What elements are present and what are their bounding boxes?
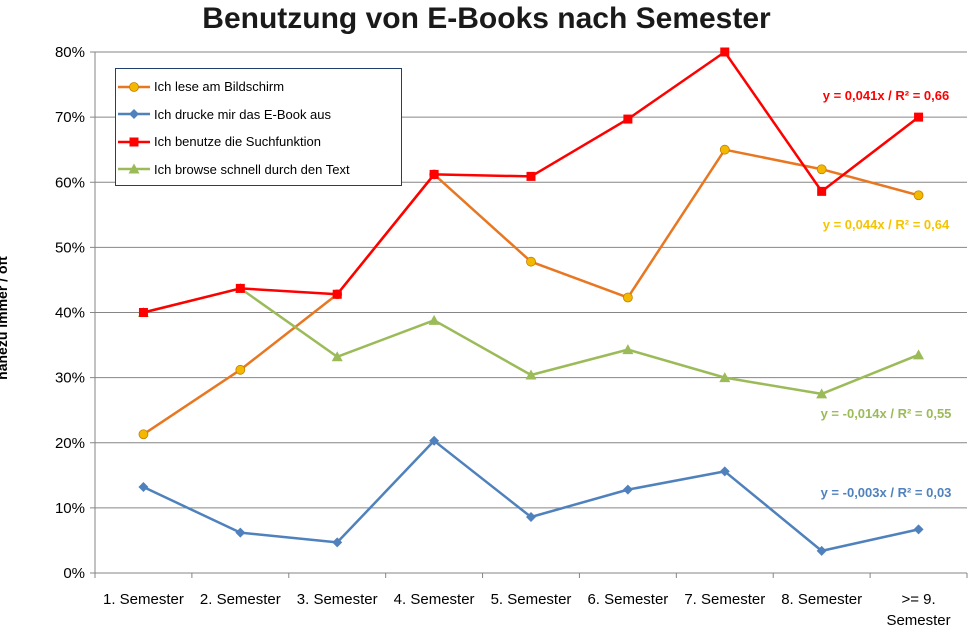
- y-tick-label: 20%: [55, 435, 85, 452]
- series-line: [142, 439, 919, 553]
- legend-label: Ich browse schnell durch den Text: [154, 161, 350, 177]
- x-tick-label-line: Semester: [886, 612, 950, 629]
- y-tick-label: 30%: [55, 370, 85, 387]
- series-1: [138, 144, 924, 440]
- x-tick-label: 5. Semester: [491, 591, 572, 608]
- x-tick-label: 1. Semester: [103, 591, 184, 608]
- data-point: [429, 435, 440, 446]
- data-point: [235, 527, 246, 538]
- data-point: [235, 283, 245, 293]
- x-tick-label-line: 8. Semester: [781, 591, 862, 608]
- x-tick-label: 4. Semester: [394, 591, 475, 608]
- x-tick-label-line: 4. Semester: [394, 591, 475, 608]
- y-tick-label: 60%: [55, 174, 85, 191]
- legend-label: Ich lese am Bildschirm: [154, 79, 285, 95]
- data-point: [817, 186, 827, 196]
- series-3: [138, 47, 924, 317]
- legend-item: Ich drucke mir das E-Book aus: [116, 101, 401, 129]
- legend-swatch-marker: [128, 163, 140, 174]
- data-point: [526, 256, 536, 267]
- data-point: [719, 466, 730, 477]
- legend-swatch: [118, 163, 150, 174]
- data-point: [622, 484, 633, 495]
- data-point: [332, 537, 343, 548]
- x-tick-label: 6. Semester: [587, 591, 668, 608]
- y-tick-label: 0%: [63, 565, 85, 582]
- data-point: [816, 545, 827, 556]
- data-point: [235, 364, 246, 375]
- x-tick-label-line: 6. Semester: [587, 591, 668, 608]
- data-point: [622, 344, 634, 355]
- x-tick-label-line: 1. Semester: [103, 591, 184, 608]
- x-tick-label: 7. Semester: [684, 591, 765, 608]
- legend-item: Ich lese am Bildschirm: [116, 73, 401, 101]
- legend-swatch: [118, 137, 150, 147]
- x-tick-label: 2. Semester: [200, 591, 281, 608]
- x-tick-label: 3. Semester: [297, 591, 378, 608]
- trend-annotation: y = 0,044x / R² = 0,64: [823, 217, 950, 232]
- chart-title: Benutzung von E-Books nach Semester: [202, 2, 771, 35]
- data-point: [332, 289, 342, 299]
- legend-item: Ich benutze die Suchfunktion: [116, 128, 401, 156]
- y-tick-label: 80%: [55, 44, 85, 61]
- data-point: [138, 308, 148, 317]
- y-tick-label: 50%: [55, 239, 85, 256]
- data-point: [331, 351, 343, 362]
- data-point: [138, 429, 149, 440]
- legend-label: Ich benutze die Suchfunktion: [154, 134, 321, 150]
- y-tick-label: 40%: [55, 305, 85, 322]
- legend-swatch-marker: [129, 137, 139, 147]
- x-tick-label: >= 9. Semester: [886, 591, 950, 629]
- x-tick-label: 8. Semester: [781, 591, 862, 608]
- y-tick-label: 70%: [55, 109, 85, 126]
- data-point: [428, 314, 440, 325]
- trend-annotation: y = -0,014x / R² = 0,55: [821, 406, 952, 421]
- data-point: [914, 112, 924, 122]
- data-point: [622, 292, 633, 303]
- data-point: [719, 144, 730, 155]
- x-tick-label-line: 7. Semester: [684, 591, 765, 608]
- data-point: [526, 511, 536, 522]
- data-point: [429, 169, 439, 179]
- data-point: [913, 190, 924, 201]
- y-tick-label: 10%: [55, 500, 85, 517]
- x-tick-label-line: >= 9.: [901, 591, 935, 608]
- x-tick-label-line: 3. Semester: [297, 591, 378, 608]
- trend-annotation: y = 0,041x / R² = 0,66: [823, 88, 949, 103]
- data-point: [816, 164, 827, 175]
- legend-swatch-marker: [129, 81, 139, 92]
- x-tick-label-line: 5. Semester: [491, 591, 572, 608]
- series-4: [137, 282, 925, 399]
- data-point: [623, 114, 633, 124]
- data-point: [816, 388, 828, 399]
- data-point: [525, 369, 537, 380]
- x-tick-label-line: 2. Semester: [200, 591, 281, 608]
- data-point: [913, 524, 924, 535]
- series-2: [138, 435, 924, 556]
- legend-swatch: [118, 109, 150, 120]
- legend-swatch: [118, 81, 150, 92]
- data-point: [138, 482, 149, 493]
- legend-item: Ich browse schnell durch den Text: [116, 156, 401, 184]
- trend-annotation: y = -0,003x / R² = 0,03: [821, 485, 952, 500]
- legend: Ich lese am Bildschirm Ich drucke mir das…: [115, 68, 402, 186]
- data-point: [913, 349, 925, 360]
- data-point: [526, 171, 536, 181]
- legend-label: Ich drucke mir das E-Book aus: [154, 106, 332, 122]
- data-point: [720, 47, 730, 57]
- legend-swatch-marker: [129, 109, 139, 120]
- data-point: [719, 372, 731, 383]
